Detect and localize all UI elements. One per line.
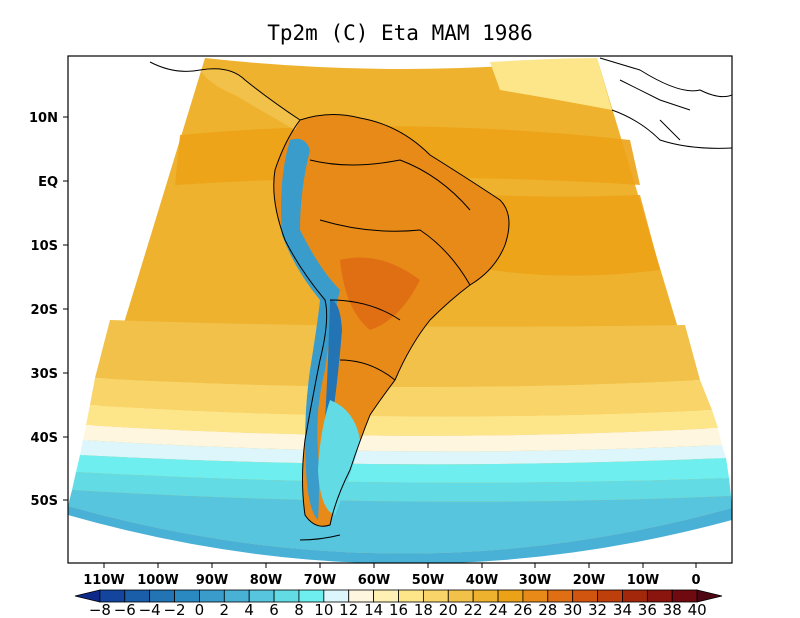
x-tick-label: 80W [250, 573, 282, 588]
colorbar-label: −8 [89, 601, 111, 618]
colorbar-label: 28 [538, 601, 557, 618]
colorbar-label: 26 [513, 601, 532, 618]
colorbar-label: 30 [563, 601, 582, 618]
colorbar-label: 34 [613, 601, 632, 618]
colorbar-label: −4 [139, 601, 161, 618]
colorbar-label: 10 [314, 601, 333, 618]
colorbar: −8 −6 −4 −2 0 2 4 6 8 10 12 14 16 18 20 22 24 26 28 30 32 34 3… [74, 589, 723, 618]
colorbar-label: −2 [163, 601, 185, 618]
colorbar-label: 18 [414, 601, 433, 618]
x-tick-label: 60W [358, 573, 390, 588]
y-tick-label: 50S [31, 494, 58, 509]
y-tick-label: EQ [38, 175, 58, 190]
colorbar-label: 24 [488, 601, 507, 618]
colorbar-label: 0 [195, 601, 205, 618]
x-tick-label: 0 [691, 573, 700, 588]
colorbar-label: 14 [364, 601, 383, 618]
x-tick-label: 100W [137, 573, 178, 588]
colorbar-label: 2 [220, 601, 230, 618]
x-axis: 110W 100W 90W 80W 70W 60W 50W 40W 30W 20W 10W 0 [83, 563, 701, 588]
page-title: Tp2m (C) Eta MAM 1986 [267, 21, 533, 45]
coastlines [149, 57, 732, 541]
x-tick-label: 20W [573, 573, 605, 588]
x-tick-label: 70W [304, 573, 336, 588]
x-tick-label: 50W [412, 573, 444, 588]
x-tick-label: 40W [466, 573, 498, 588]
y-axis: 10N EQ 10S 20S 30S 40S 50S [29, 111, 68, 509]
y-tick-label: 10N [29, 111, 58, 126]
colorbar-label: 6 [269, 601, 279, 618]
colorbar-label: 8 [294, 601, 304, 618]
colorbar-label: 38 [663, 601, 682, 618]
colorbar-label: −6 [114, 601, 136, 618]
x-tick-label: 90W [196, 573, 228, 588]
y-tick-label: 10S [31, 239, 58, 254]
y-tick-label: 20S [31, 303, 58, 318]
x-tick-label: 110W [83, 573, 124, 588]
x-tick-label: 10W [627, 573, 659, 588]
colorbar-label: 32 [588, 601, 607, 618]
colorbar-label: 16 [389, 601, 408, 618]
y-tick-label: 40S [31, 431, 58, 446]
colorbar-label: 36 [638, 601, 657, 618]
colorbar-label: 4 [244, 601, 254, 618]
x-tick-label: 30W [519, 573, 551, 588]
colorbar-label: 40 [688, 601, 707, 618]
colorbar-swatch [696, 589, 723, 603]
temperature-field [68, 58, 732, 563]
colorbar-label: 20 [439, 601, 458, 618]
y-tick-label: 30S [31, 367, 58, 382]
map-area [68, 57, 732, 563]
colorbar-label: 22 [464, 601, 483, 618]
colorbar-label: 12 [339, 601, 358, 618]
